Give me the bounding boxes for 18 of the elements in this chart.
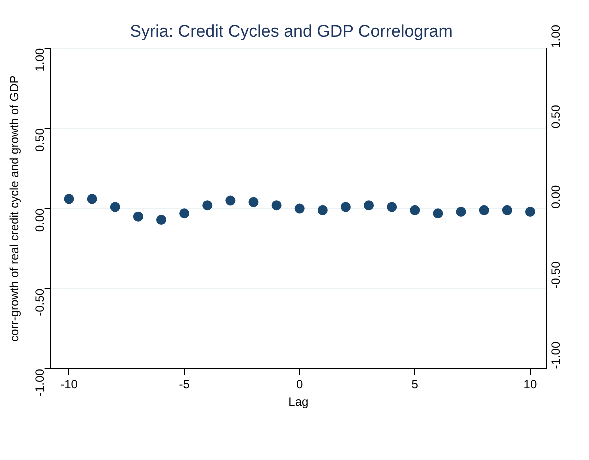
y-tick-label: 0.00 <box>33 208 48 232</box>
y2-tick-label: -0.50 <box>548 261 563 289</box>
y2-tick-label: -1.00 <box>548 342 563 370</box>
y2-tick-label: 0.50 <box>548 104 563 129</box>
x-tick-label: -10 <box>60 378 78 392</box>
y-tick-label: 1.00 <box>33 48 48 72</box>
x-tick-label: 0 <box>296 378 304 392</box>
y-tick-label: 0.50 <box>33 128 48 152</box>
chart-title: Syria: Credit Cycles and GDP Correlogram <box>130 22 453 41</box>
y2-tick-label: 0.00 <box>548 185 563 209</box>
y-axis-title: corr-growth of real credit cycle and growth of GDP <box>8 76 22 342</box>
x-tick-label: -5 <box>179 378 190 392</box>
x-tick-label: 10 <box>524 378 538 392</box>
y-tick-label: -0.50 <box>33 288 48 316</box>
y-tick-label: -1.00 <box>33 368 48 397</box>
x-tick-label: 5 <box>412 378 419 392</box>
x-axis-title: Lag <box>288 395 309 410</box>
y2-tick-label: 1.00 <box>548 24 563 48</box>
